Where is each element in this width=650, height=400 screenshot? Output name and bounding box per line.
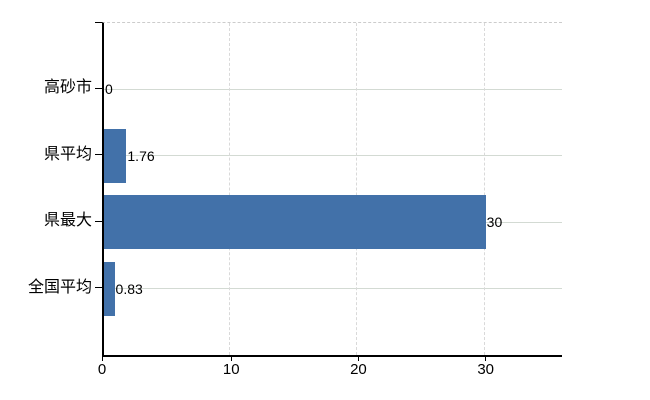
y-axis-tick: [95, 87, 102, 89]
y-axis-tick: [95, 154, 102, 156]
category-label-高砂市: 高砂市: [43, 79, 92, 97]
y-axis-top-tick: [95, 22, 102, 23]
bar-全国平均: [104, 261, 115, 316]
x-tick-label: 30: [477, 361, 494, 378]
v-gridline: [356, 23, 358, 355]
v-gridline: [229, 23, 231, 355]
h-gridline: [104, 155, 562, 157]
x-tick-label: 20: [350, 361, 367, 378]
bar-value-label: 0: [105, 81, 113, 98]
category-label-県最大: 県最大: [43, 212, 92, 230]
bar-value-label: 0.83: [115, 280, 143, 297]
bar-県平均: [104, 128, 127, 183]
plot-area: 0 1.76 30 0.83: [102, 22, 562, 357]
x-axis-tick: [485, 356, 487, 361]
bar-県最大: [104, 195, 486, 250]
h-gridline: [104, 288, 562, 290]
category-label-県平均: 県平均: [43, 145, 92, 163]
category-label-全国平均: 全国平均: [27, 278, 92, 296]
y-axis-tick: [95, 220, 102, 222]
bar-value-label: 30: [486, 214, 503, 231]
x-axis-tick: [357, 356, 359, 361]
x-axis-tick: [230, 356, 232, 361]
x-tick-label: 0: [97, 361, 107, 378]
v-gridline: [483, 23, 485, 355]
bar-value-label: 1.76: [127, 147, 155, 164]
x-axis-tick: [101, 356, 103, 361]
y-axis-tick: [95, 287, 102, 289]
x-tick-label: 10: [222, 361, 240, 378]
h-gridline: [104, 88, 562, 90]
